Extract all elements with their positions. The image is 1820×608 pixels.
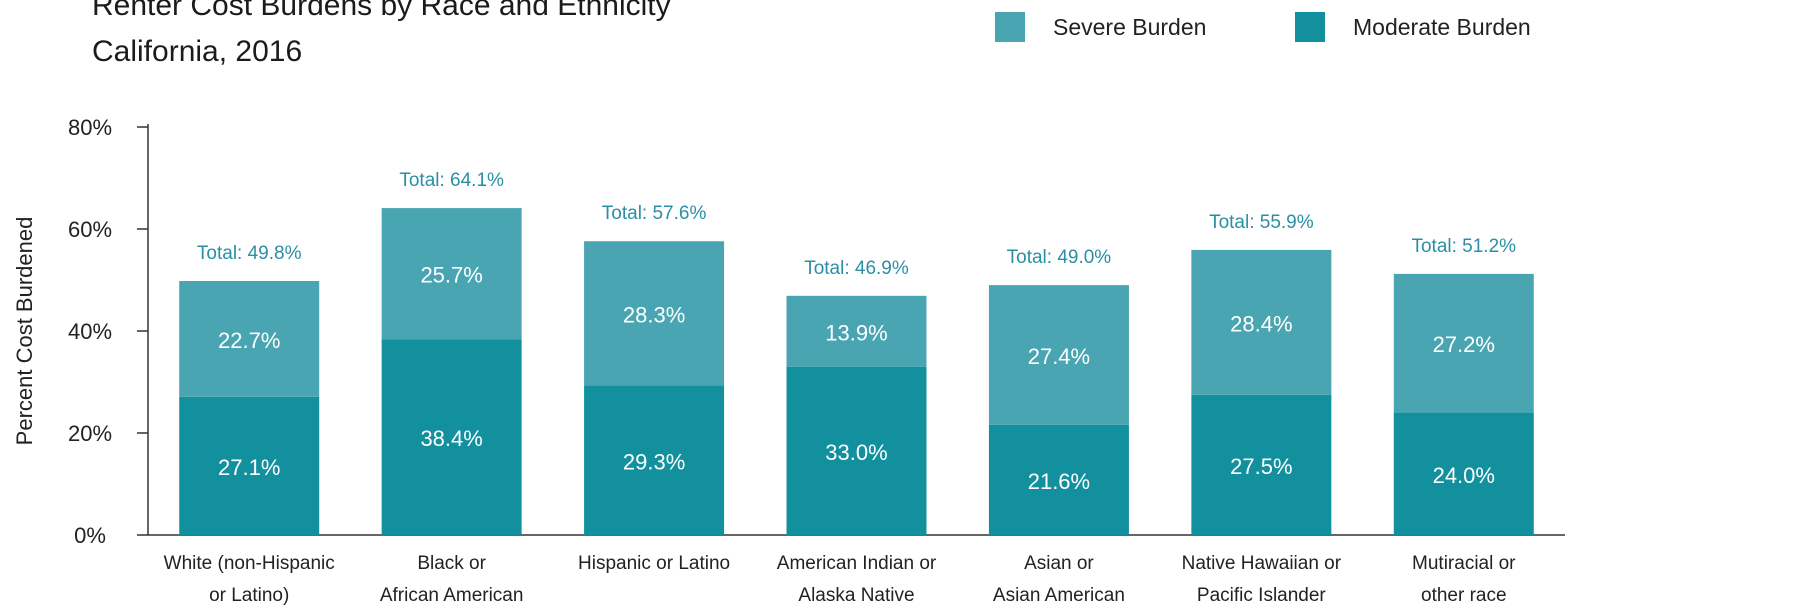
x-category-label: Native Hawaiian or Pacific Islander xyxy=(1182,553,1342,606)
bar-moderate-label: 24.0% xyxy=(1433,463,1495,488)
x-category-label: American Indian or Alaska Native xyxy=(777,553,937,606)
y-tick-label: 0% xyxy=(74,523,106,548)
bar-severe xyxy=(381,208,522,340)
y-tick-label: 80% xyxy=(68,115,112,140)
bar-total-label: Total: 57.6% xyxy=(602,203,707,224)
bar-total-label: Total: 64.1% xyxy=(399,170,504,191)
bar-moderate xyxy=(988,424,1129,535)
y-tick-label: 20% xyxy=(68,421,112,446)
legend-swatch-severe xyxy=(995,12,1025,42)
bar-total-label: Total: 46.9% xyxy=(804,258,909,279)
bar-total-label: Total: 49.8% xyxy=(197,243,302,264)
bar-moderate xyxy=(381,339,522,535)
x-category-label-line: Black or xyxy=(417,553,486,574)
y-tick-label: 40% xyxy=(68,319,112,344)
bar-moderate-label: 38.4% xyxy=(420,426,482,451)
bar-moderate xyxy=(584,385,725,535)
bar-moderate xyxy=(179,396,320,535)
legend-label-severe: Severe Burden xyxy=(1053,14,1207,40)
bar-moderate-label: 21.6% xyxy=(1028,469,1090,494)
bar-moderate-label: 33.0% xyxy=(825,440,887,465)
x-category-label: Hispanic or Latino xyxy=(578,553,730,574)
legend-label-moderate: Moderate Burden xyxy=(1353,14,1531,40)
y-axis-label: Percent Cost Burdened xyxy=(12,217,37,446)
bar-moderate-label: 27.5% xyxy=(1230,454,1292,479)
x-category-label-line: Hispanic or Latino xyxy=(578,553,730,574)
x-category-label-line: or Latino) xyxy=(209,585,289,606)
bar-moderate xyxy=(1393,412,1534,535)
bar-severe-label: 27.4% xyxy=(1028,344,1090,369)
x-category-label: Mutiracial or other race xyxy=(1412,553,1516,606)
bar-moderate-label: 29.3% xyxy=(623,449,685,474)
chart-title: Renter Cost Burdens by Race and Ethnicit… xyxy=(92,0,671,22)
y-tick-label: 60% xyxy=(68,217,112,242)
x-category-label-line: Alaska Native xyxy=(798,585,914,606)
x-category-label: White (non-Hispanic or Latino) xyxy=(164,553,335,606)
x-category-label: Asian or Asian American xyxy=(993,553,1125,606)
bar-severe xyxy=(786,295,927,367)
x-category-label-line: African American xyxy=(380,585,524,606)
bar-severe-label: 28.4% xyxy=(1230,311,1292,336)
bar-moderate xyxy=(1191,394,1332,535)
x-category-label-line: American Indian or xyxy=(777,553,937,574)
x-category-label-line: Pacific Islander xyxy=(1197,585,1327,606)
bar-severe xyxy=(584,241,725,386)
bar-severe xyxy=(1191,249,1332,395)
bar-moderate-label: 27.1% xyxy=(218,455,280,480)
bar-severe-label: 25.7% xyxy=(420,263,482,288)
x-category-label-line: Asian or xyxy=(1024,553,1094,574)
x-category-label-line: other race xyxy=(1421,585,1507,606)
bar-total-label: Total: 51.2% xyxy=(1411,236,1516,257)
bar-total-label: Total: 55.9% xyxy=(1209,212,1314,233)
bar-moderate xyxy=(786,366,927,535)
x-category-label-line: Mutiracial or xyxy=(1412,553,1516,574)
bar-total-label: Total: 49.0% xyxy=(1007,247,1112,268)
x-category-label-line: White (non-Hispanic xyxy=(164,553,335,574)
bar-severe xyxy=(179,281,320,397)
bar-severe-label: 22.7% xyxy=(218,328,280,353)
x-category-label-line: Native Hawaiian or xyxy=(1182,553,1342,574)
legend-swatch-moderate xyxy=(1295,12,1325,42)
bar-severe-label: 28.3% xyxy=(623,302,685,327)
bar-severe xyxy=(988,285,1129,425)
chart-subtitle: California, 2016 xyxy=(92,35,303,68)
bar-severe-label: 27.2% xyxy=(1433,332,1495,357)
bar-severe-label: 13.9% xyxy=(825,320,887,345)
bar-severe xyxy=(1393,273,1534,413)
x-category-label-line: Asian American xyxy=(993,585,1125,606)
x-category-label: Black or African American xyxy=(380,553,524,606)
